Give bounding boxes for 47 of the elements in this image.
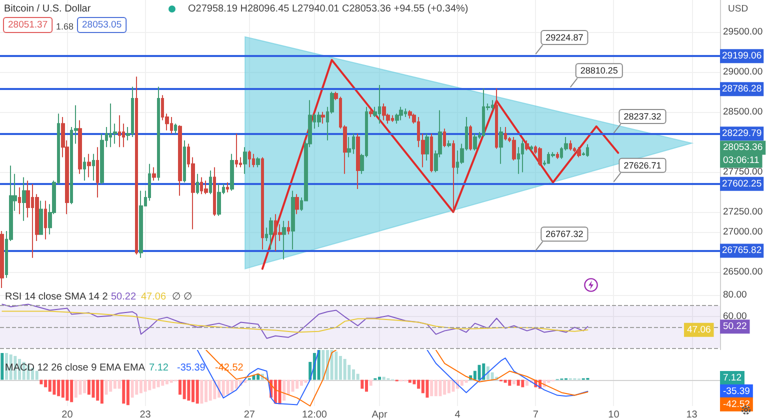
chart-title: RSI 14 close SMA 14 2: [5, 292, 108, 302]
ref-line-label: 28229.79: [722, 128, 762, 140]
annotation: 28810.25: [580, 66, 618, 76]
y-tick-label: 26500.00: [723, 266, 763, 278]
text: 50.22: [723, 321, 747, 332]
x-tick-label: 23: [140, 410, 152, 420]
ref-line-label: 29199.06: [722, 50, 762, 62]
annotation: 28053.05: [82, 20, 122, 30]
annotation: 1.68: [56, 22, 74, 32]
text: -35.39: [723, 386, 750, 397]
annotation: 28051.37: [8, 20, 48, 30]
ref-line-label: 27602.25: [722, 178, 762, 190]
x-tick-label: 20: [62, 410, 74, 420]
y-tick-label: 29500.00: [723, 26, 763, 38]
annotation: 26767.32: [546, 229, 584, 240]
annotation: 27626.71: [624, 160, 662, 170]
x-tick-label: 12:00: [302, 410, 328, 420]
y-tick-label: 80.00: [723, 290, 747, 301]
annotation: 47.06: [687, 324, 711, 336]
y-tick-label: 27250.00: [723, 206, 763, 218]
ref-line-label: 28786.28: [722, 84, 762, 95]
text: 28053.36: [723, 142, 763, 154]
y-tick-label: 27750.00: [723, 166, 763, 178]
annotation: 47.06: [141, 292, 166, 302]
annotation: ∅ ∅: [172, 292, 192, 302]
annotation: 28237.32: [624, 112, 662, 122]
x-tick-label: 13: [686, 410, 698, 420]
annotation: 7.12: [149, 362, 169, 374]
y-tick-label: 28500.00: [723, 106, 763, 118]
annotation: 50.22: [111, 292, 136, 302]
annotation: 29224.87: [546, 32, 584, 43]
y-tick-label: 27000.00: [723, 226, 763, 238]
x-tick-label: 10: [608, 410, 620, 420]
annotation: O27958.19 H28096.45 L27940.01 C28053.36 +94.55 (+0.34%): [188, 4, 468, 14]
x-tick-label: 27: [244, 410, 256, 420]
y-axis-title: USD: [728, 4, 748, 14]
ref-line-label: 26765.82: [722, 245, 762, 256]
text: MACD 12 26 close 9 EMA EMA: [5, 362, 146, 374]
chart-title: Bitcoin / U.S. Dollar: [4, 4, 92, 14]
x-tick-label: 7: [532, 410, 539, 420]
x-tick-label: 4: [454, 410, 461, 420]
text: 7.12: [723, 372, 742, 384]
y-tick-label: 29000.00: [723, 66, 763, 78]
text: 03:06:11: [723, 155, 760, 166]
y-tick-label: 60.00: [723, 310, 747, 322]
x-tick-label: Apr: [372, 410, 388, 420]
annotation: -35.39: [177, 362, 206, 374]
